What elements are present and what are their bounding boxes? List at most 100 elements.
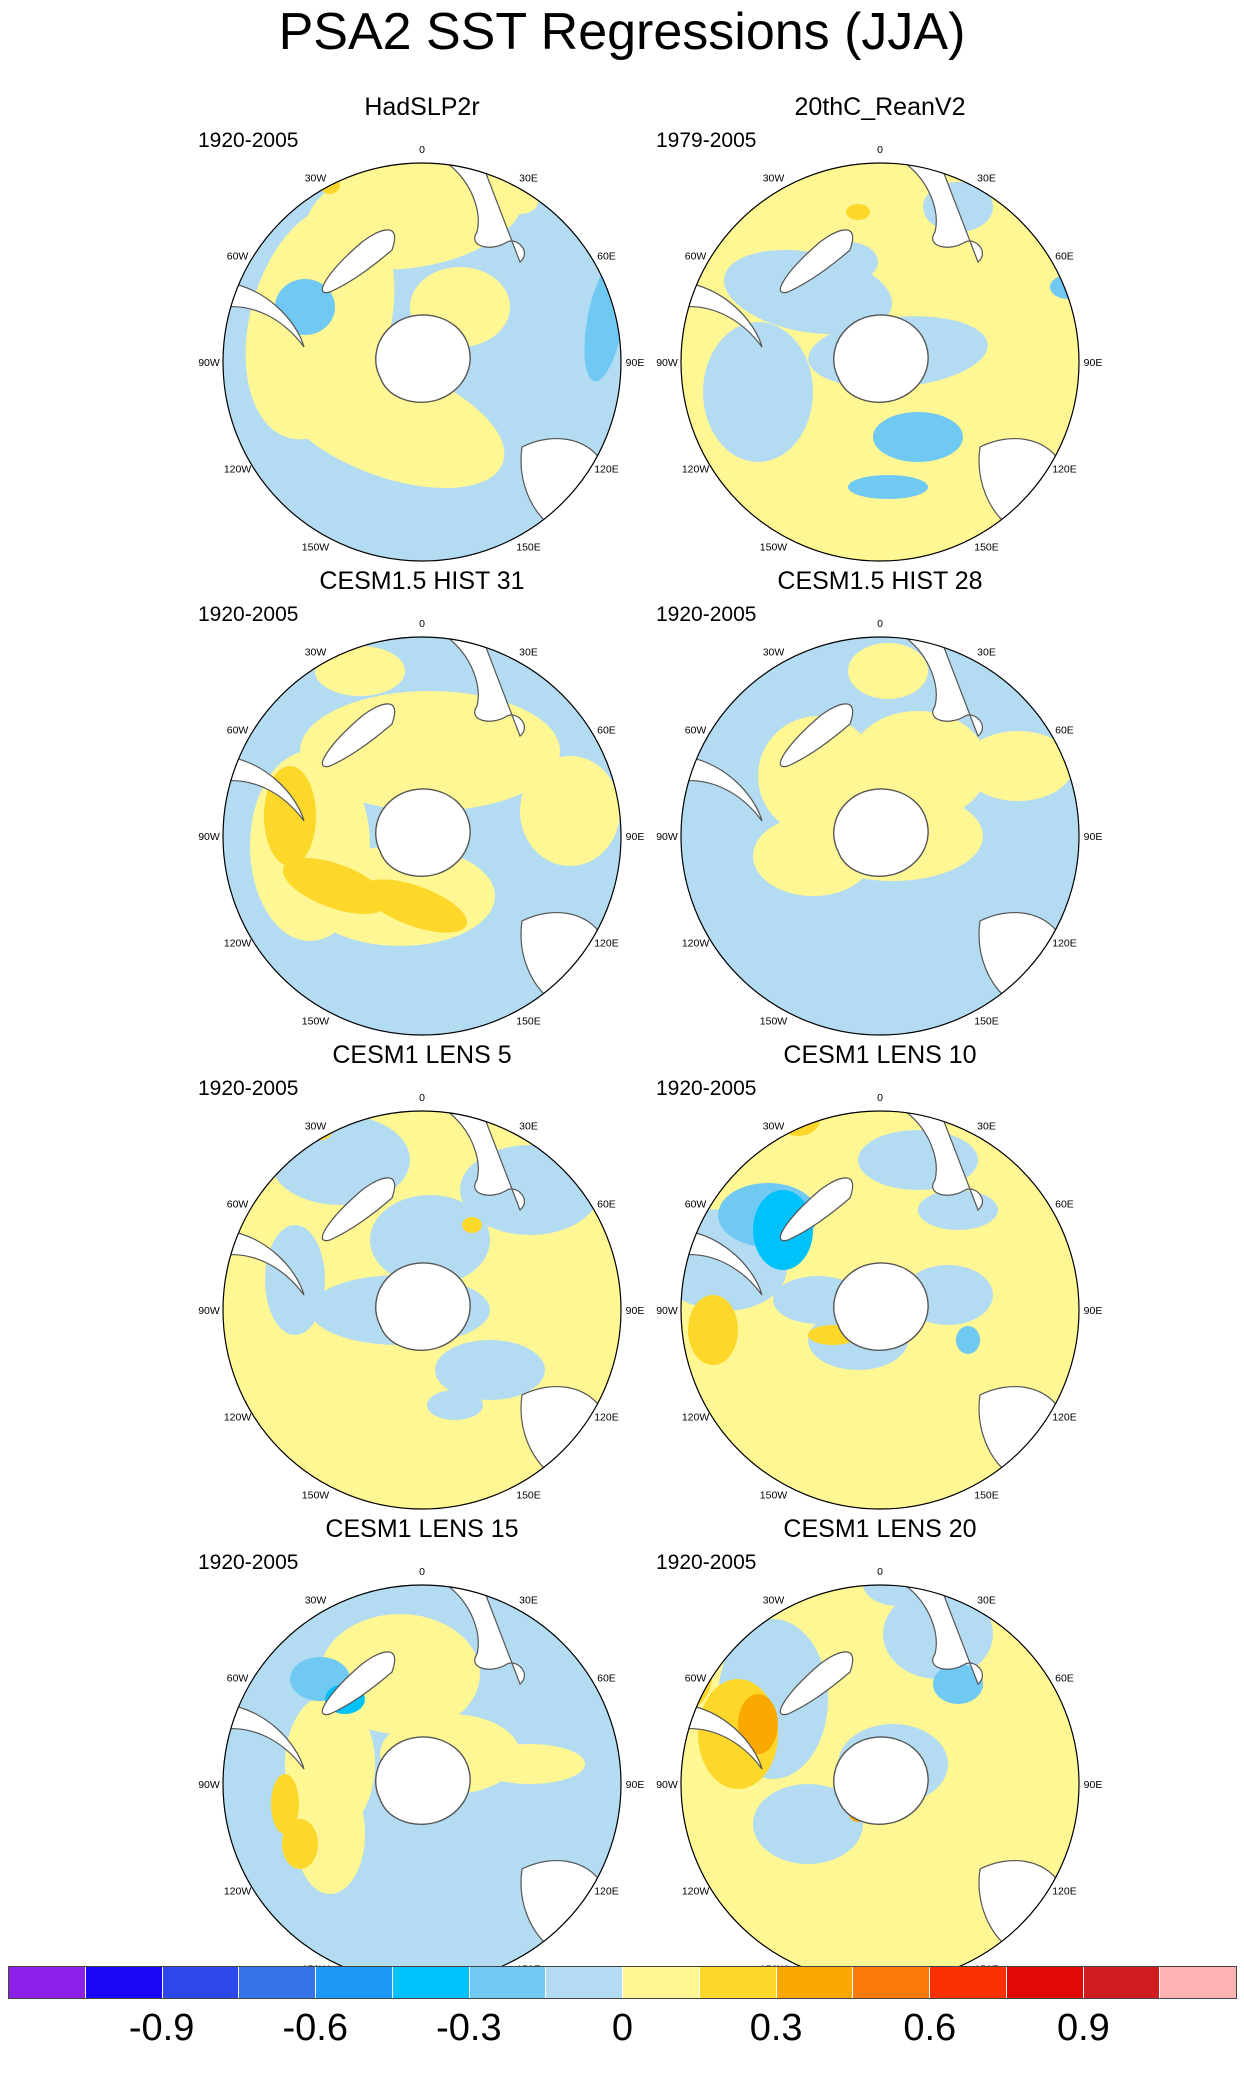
longitude-label: 120E bbox=[1052, 464, 1077, 476]
shaded-region bbox=[956, 1326, 980, 1354]
map-panel-cesm1-lens-20: CESM1 LENS 20 1920-2005 030E60E90E120E15… bbox=[630, 1514, 1130, 1984]
shaded-region bbox=[435, 1340, 545, 1400]
longitude-label: 90W bbox=[656, 1779, 678, 1791]
map-panel-cesm1-lens-5: CESM1 LENS 5 1920-2005 0 30E 60E 90E 120E 150… bbox=[172, 1040, 672, 1510]
land-outline bbox=[321, 1651, 396, 1716]
longitude-label: 60E bbox=[597, 1673, 616, 1685]
land-outline bbox=[321, 703, 396, 768]
longitude-label: 30W bbox=[305, 1595, 327, 1607]
panel-years: 1920-2005 bbox=[656, 603, 757, 626]
shaded-region bbox=[873, 412, 963, 462]
colorbar-tick-label: -0.9 bbox=[128, 2007, 195, 2049]
shaded-field bbox=[223, 1111, 621, 1509]
longitude-label: 150E bbox=[516, 1015, 541, 1027]
longitude-label: 90W bbox=[198, 1305, 220, 1317]
longitude-label: 60W bbox=[227, 1673, 249, 1685]
longitude-label: 90W bbox=[198, 1779, 220, 1791]
longitude-label: 150W bbox=[302, 1015, 330, 1027]
longitude-label: 150W bbox=[302, 1489, 330, 1501]
longitude-label: 150W bbox=[760, 541, 788, 553]
shaded-region bbox=[958, 1722, 1048, 1766]
land-outline bbox=[445, 1585, 526, 1685]
longitude-label: 0 bbox=[419, 1566, 425, 1578]
figure-title: PSA2 SST Regressions (JJA) bbox=[278, 3, 966, 61]
longitude-label: 90E bbox=[626, 1779, 645, 1791]
longitude-label: 60E bbox=[1055, 1199, 1074, 1211]
longitude-label: 30W bbox=[305, 173, 327, 185]
panel-title: CESM1 LENS 10 bbox=[783, 1041, 977, 1069]
panel-title: CESM1 LENS 20 bbox=[783, 1515, 977, 1543]
map-border bbox=[680, 162, 1080, 562]
land-outline bbox=[681, 281, 763, 348]
longitude-label: 150E bbox=[516, 1489, 541, 1501]
longitude-label: 120E bbox=[594, 1412, 619, 1424]
longitude-label: 30W bbox=[763, 647, 785, 659]
shaded-region bbox=[753, 1784, 863, 1864]
longitude-label: 60E bbox=[1055, 725, 1074, 737]
longitude-label: 150E bbox=[974, 1015, 999, 1027]
shaded-region bbox=[223, 1619, 235, 1709]
longitude-label: 0 bbox=[877, 618, 883, 630]
panel-title: HadSLP2r bbox=[364, 93, 480, 121]
shaded-field bbox=[223, 163, 621, 561]
colorbar-box-4 bbox=[316, 1967, 393, 1998]
shaded-region bbox=[295, 1774, 365, 1894]
shaded-region bbox=[703, 322, 813, 462]
longitude-label: 90E bbox=[626, 831, 645, 843]
colorbar-box-8 bbox=[623, 1967, 700, 1998]
longitude-label: 150W bbox=[760, 1489, 788, 1501]
land-outline bbox=[779, 1651, 854, 1716]
land-outline bbox=[903, 1111, 984, 1211]
longitude-label: 60W bbox=[685, 1673, 707, 1685]
longitude-label: 30E bbox=[519, 1595, 538, 1607]
longitude-label: 120E bbox=[594, 1886, 619, 1898]
longitude-label: 30W bbox=[763, 1595, 785, 1607]
longitude-label: 90W bbox=[198, 831, 220, 843]
longitude-label: 60E bbox=[1055, 1673, 1074, 1685]
longitude-label: 120E bbox=[1052, 1412, 1077, 1424]
longitude-label: 60E bbox=[597, 725, 616, 737]
antarctica-outline bbox=[833, 788, 929, 877]
shaded-field bbox=[223, 1585, 621, 1983]
shaded-region bbox=[918, 1190, 998, 1230]
colorbar-box-15 bbox=[1160, 1967, 1236, 1998]
colorbar-tick-label: 0 bbox=[611, 2007, 634, 2049]
panel-title: CESM1.5 HIST 31 bbox=[319, 567, 525, 595]
longitude-label: 120W bbox=[224, 1886, 252, 1898]
polar-map: 030E60E90E120E150E180150W120W90W60W30W bbox=[198, 1566, 645, 1984]
colorbar-tick-label: 0.6 bbox=[903, 2007, 957, 2049]
land-outline bbox=[779, 1177, 854, 1242]
longitude-label: 0 bbox=[877, 144, 883, 156]
longitude-label: 60W bbox=[227, 251, 249, 263]
longitude-label: 120W bbox=[682, 1412, 710, 1424]
longitude-label: 120W bbox=[224, 464, 252, 476]
longitude-label: 30E bbox=[977, 647, 996, 659]
longitude-label: 30W bbox=[763, 173, 785, 185]
colorbar-box-13 bbox=[1006, 1967, 1084, 1998]
antarctica-outline bbox=[833, 314, 929, 403]
panel-years: 1920-2005 bbox=[198, 129, 299, 152]
panel-title: CESM1.5 HIST 28 bbox=[777, 567, 983, 595]
longitude-label: 60W bbox=[685, 1199, 707, 1211]
land-outline bbox=[445, 1111, 526, 1211]
shaded-field bbox=[681, 1111, 1079, 1509]
shaded-region bbox=[933, 1664, 983, 1704]
longitude-label: 60W bbox=[227, 1199, 249, 1211]
longitude-label: 60E bbox=[1055, 251, 1074, 263]
shaded-region bbox=[848, 475, 928, 499]
map-border bbox=[680, 636, 1080, 1036]
panel-years: 1920-2005 bbox=[198, 603, 299, 626]
panel-title: 20thC_ReanV2 bbox=[794, 93, 966, 121]
longitude-label: 30E bbox=[519, 173, 538, 185]
land-masses bbox=[681, 1111, 1061, 1476]
longitude-label: 90W bbox=[656, 357, 678, 369]
longitude-label: 30E bbox=[977, 173, 996, 185]
land-outline bbox=[321, 229, 396, 294]
longitude-label: 90E bbox=[1084, 1779, 1103, 1791]
antarctica-outline bbox=[833, 1262, 929, 1351]
longitude-label: 120W bbox=[682, 938, 710, 950]
longitude-label: 60E bbox=[597, 1199, 616, 1211]
antarctica-outline bbox=[375, 1262, 471, 1351]
land-outline bbox=[681, 1229, 763, 1296]
land-outline bbox=[779, 703, 854, 768]
